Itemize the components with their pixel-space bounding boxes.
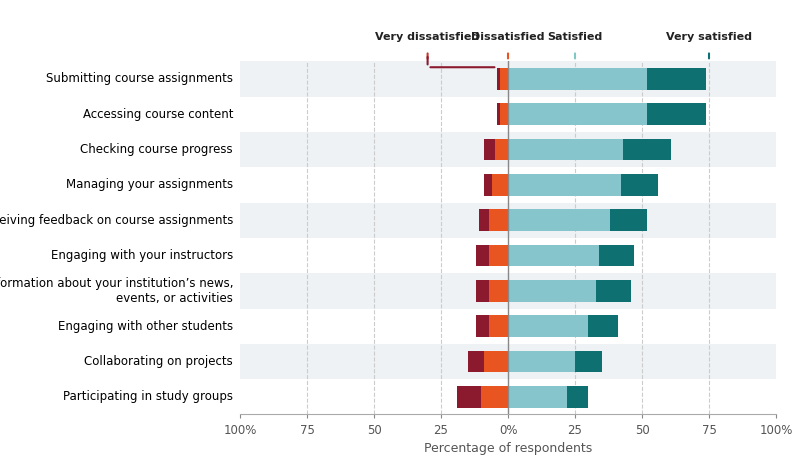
Bar [621, 174, 658, 196]
Bar [484, 174, 492, 196]
Bar [599, 244, 634, 267]
Bar [240, 379, 776, 414]
Bar [498, 68, 500, 90]
Bar [476, 244, 490, 267]
Bar [240, 344, 776, 379]
Bar [597, 280, 631, 302]
Bar [647, 103, 706, 125]
Bar [484, 350, 508, 373]
Bar [476, 315, 490, 337]
Bar [457, 386, 482, 408]
Bar [490, 315, 508, 337]
Bar [478, 209, 490, 231]
Text: Very dissatisfied: Very dissatisfied [375, 32, 480, 42]
Text: Very satisfied: Very satisfied [666, 32, 752, 42]
Bar [508, 174, 621, 196]
Bar [240, 167, 776, 203]
Bar [508, 68, 647, 90]
Bar [623, 138, 671, 161]
Bar [240, 238, 776, 273]
Bar [610, 209, 647, 231]
Bar [240, 61, 776, 97]
X-axis label: Percentage of respondents: Percentage of respondents [424, 442, 592, 455]
Bar [482, 386, 508, 408]
Bar [508, 209, 610, 231]
Bar [575, 350, 602, 373]
Bar [508, 350, 575, 373]
Bar [508, 315, 588, 337]
Text: Dissatisfied: Dissatisfied [471, 32, 545, 42]
Bar [484, 138, 494, 161]
Bar [494, 138, 508, 161]
Text: Satisfied: Satisfied [547, 32, 602, 42]
Bar [647, 68, 706, 90]
Bar [588, 315, 618, 337]
Bar [508, 280, 597, 302]
Bar [476, 280, 490, 302]
Bar [468, 350, 484, 373]
Bar [490, 244, 508, 267]
Bar [508, 138, 623, 161]
Bar [498, 103, 500, 125]
Bar [500, 68, 508, 90]
Bar [240, 273, 776, 309]
Bar [240, 203, 776, 238]
Bar [500, 103, 508, 125]
Bar [508, 244, 599, 267]
Bar [492, 174, 508, 196]
Bar [567, 386, 589, 408]
Bar [240, 309, 776, 344]
Bar [240, 132, 776, 167]
Bar [490, 209, 508, 231]
Bar [490, 280, 508, 302]
Bar [508, 386, 567, 408]
Bar [240, 97, 776, 132]
Bar [508, 103, 647, 125]
